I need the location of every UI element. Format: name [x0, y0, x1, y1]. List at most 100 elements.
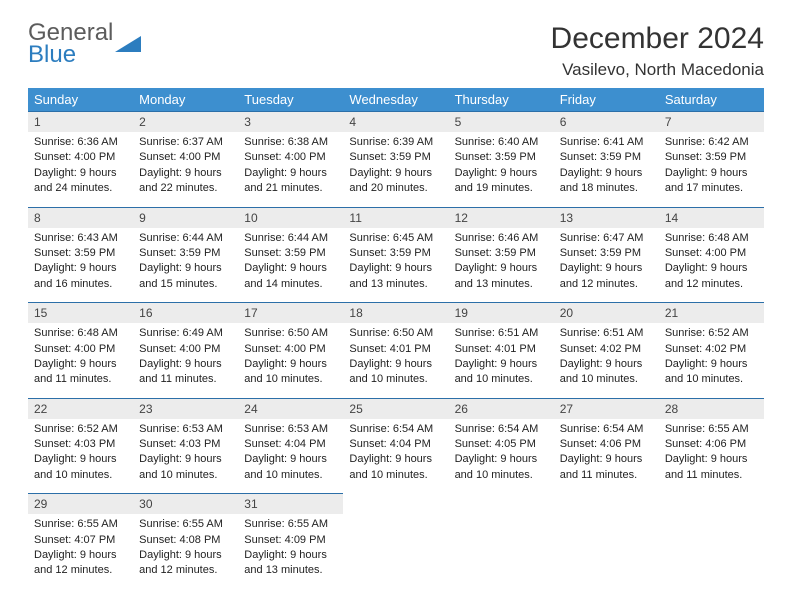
sunset-text: Sunset: 4:05 PM: [455, 437, 548, 452]
day-number-cell: 26: [449, 398, 554, 419]
daylight-text-1: Daylight: 9 hours: [560, 166, 653, 181]
daylight-text-2: and 10 minutes.: [349, 468, 442, 483]
day-number-cell: 15: [28, 303, 133, 324]
day-info-cell: Sunrise: 6:48 AMSunset: 4:00 PMDaylight:…: [659, 228, 764, 303]
sunrise-text: Sunrise: 6:48 AM: [665, 231, 758, 246]
weekday-header-row: SundayMondayTuesdayWednesdayThursdayFrid…: [28, 88, 764, 112]
calendar-body: 1234567Sunrise: 6:36 AMSunset: 4:00 PMDa…: [28, 112, 764, 589]
daylight-text-1: Daylight: 9 hours: [139, 548, 232, 563]
sunrise-text: Sunrise: 6:43 AM: [34, 231, 127, 246]
day-number-cell: 7: [659, 112, 764, 133]
day-info-cell: Sunrise: 6:41 AMSunset: 3:59 PMDaylight:…: [554, 132, 659, 207]
sunset-text: Sunset: 4:00 PM: [34, 150, 127, 165]
day-info-row: Sunrise: 6:52 AMSunset: 4:03 PMDaylight:…: [28, 419, 764, 494]
day-info-cell: [554, 514, 659, 589]
sunrise-text: Sunrise: 6:52 AM: [665, 326, 758, 341]
weekday-header: Tuesday: [238, 88, 343, 112]
daylight-text-1: Daylight: 9 hours: [244, 452, 337, 467]
sunset-text: Sunset: 3:59 PM: [139, 246, 232, 261]
sunrise-text: Sunrise: 6:47 AM: [560, 231, 653, 246]
day-number-cell: [343, 494, 448, 515]
daylight-text-1: Daylight: 9 hours: [139, 357, 232, 372]
daylight-text-2: and 10 minutes.: [244, 372, 337, 387]
sunset-text: Sunset: 4:00 PM: [244, 342, 337, 357]
day-number-cell: 3: [238, 112, 343, 133]
sunset-text: Sunset: 3:59 PM: [349, 150, 442, 165]
day-info-cell: Sunrise: 6:54 AMSunset: 4:05 PMDaylight:…: [449, 419, 554, 494]
sunset-text: Sunset: 4:04 PM: [244, 437, 337, 452]
sunset-text: Sunset: 3:59 PM: [665, 150, 758, 165]
sunrise-text: Sunrise: 6:55 AM: [665, 422, 758, 437]
daylight-text-1: Daylight: 9 hours: [665, 261, 758, 276]
sunrise-text: Sunrise: 6:54 AM: [349, 422, 442, 437]
sunset-text: Sunset: 3:59 PM: [560, 246, 653, 261]
daylight-text-2: and 12 minutes.: [139, 563, 232, 578]
daylight-text-2: and 16 minutes.: [34, 277, 127, 292]
day-info-cell: Sunrise: 6:52 AMSunset: 4:03 PMDaylight:…: [28, 419, 133, 494]
sunset-text: Sunset: 3:59 PM: [560, 150, 653, 165]
day-info-cell: Sunrise: 6:37 AMSunset: 4:00 PMDaylight:…: [133, 132, 238, 207]
daylight-text-1: Daylight: 9 hours: [139, 261, 232, 276]
daylight-text-2: and 17 minutes.: [665, 181, 758, 196]
day-number-row: 293031: [28, 494, 764, 515]
daylight-text-2: and 22 minutes.: [139, 181, 232, 196]
daylight-text-1: Daylight: 9 hours: [455, 166, 548, 181]
day-info-cell: Sunrise: 6:44 AMSunset: 3:59 PMDaylight:…: [238, 228, 343, 303]
sunset-text: Sunset: 4:06 PM: [665, 437, 758, 452]
daylight-text-2: and 13 minutes.: [455, 277, 548, 292]
day-number-cell: 9: [133, 207, 238, 228]
title-block: December 2024 Vasilevo, North Macedonia: [551, 22, 764, 80]
day-number-cell: [554, 494, 659, 515]
day-number-cell: 14: [659, 207, 764, 228]
sunrise-text: Sunrise: 6:38 AM: [244, 135, 337, 150]
weekday-header: Monday: [133, 88, 238, 112]
day-info-cell: Sunrise: 6:39 AMSunset: 3:59 PMDaylight:…: [343, 132, 448, 207]
sunset-text: Sunset: 4:00 PM: [34, 342, 127, 357]
daylight-text-1: Daylight: 9 hours: [455, 452, 548, 467]
daylight-text-2: and 11 minutes.: [139, 372, 232, 387]
sunset-text: Sunset: 4:03 PM: [34, 437, 127, 452]
daylight-text-1: Daylight: 9 hours: [560, 357, 653, 372]
sunset-text: Sunset: 4:00 PM: [244, 150, 337, 165]
daylight-text-1: Daylight: 9 hours: [560, 452, 653, 467]
sunrise-text: Sunrise: 6:54 AM: [560, 422, 653, 437]
daylight-text-2: and 11 minutes.: [560, 468, 653, 483]
daylight-text-2: and 20 minutes.: [349, 181, 442, 196]
sunset-text: Sunset: 4:01 PM: [349, 342, 442, 357]
sunrise-text: Sunrise: 6:45 AM: [349, 231, 442, 246]
day-number-row: 22232425262728: [28, 398, 764, 419]
sunrise-text: Sunrise: 6:48 AM: [34, 326, 127, 341]
day-info-cell: Sunrise: 6:55 AMSunset: 4:06 PMDaylight:…: [659, 419, 764, 494]
sunset-text: Sunset: 3:59 PM: [34, 246, 127, 261]
daylight-text-2: and 11 minutes.: [665, 468, 758, 483]
daylight-text-1: Daylight: 9 hours: [139, 166, 232, 181]
daylight-text-1: Daylight: 9 hours: [455, 357, 548, 372]
day-number-cell: 29: [28, 494, 133, 515]
day-info-cell: Sunrise: 6:49 AMSunset: 4:00 PMDaylight:…: [133, 323, 238, 398]
daylight-text-2: and 11 minutes.: [34, 372, 127, 387]
day-number-cell: 8: [28, 207, 133, 228]
daylight-text-1: Daylight: 9 hours: [349, 357, 442, 372]
day-number-cell: 20: [554, 303, 659, 324]
daylight-text-2: and 10 minutes.: [244, 468, 337, 483]
daylight-text-2: and 12 minutes.: [665, 277, 758, 292]
sunrise-text: Sunrise: 6:37 AM: [139, 135, 232, 150]
day-info-cell: [659, 514, 764, 589]
day-info-cell: Sunrise: 6:43 AMSunset: 3:59 PMDaylight:…: [28, 228, 133, 303]
day-info-cell: Sunrise: 6:55 AMSunset: 4:08 PMDaylight:…: [133, 514, 238, 589]
logo: General Blue: [28, 22, 141, 65]
sunrise-text: Sunrise: 6:36 AM: [34, 135, 127, 150]
sunset-text: Sunset: 4:02 PM: [665, 342, 758, 357]
sunset-text: Sunset: 4:03 PM: [139, 437, 232, 452]
header: General Blue December 2024 Vasilevo, Nor…: [28, 22, 764, 80]
daylight-text-1: Daylight: 9 hours: [665, 452, 758, 467]
sunrise-text: Sunrise: 6:44 AM: [244, 231, 337, 246]
day-number-cell: 1: [28, 112, 133, 133]
day-number-cell: [659, 494, 764, 515]
daylight-text-2: and 10 minutes.: [139, 468, 232, 483]
daylight-text-2: and 10 minutes.: [349, 372, 442, 387]
day-info-cell: Sunrise: 6:42 AMSunset: 3:59 PMDaylight:…: [659, 132, 764, 207]
day-info-cell: Sunrise: 6:50 AMSunset: 4:00 PMDaylight:…: [238, 323, 343, 398]
weekday-header: Saturday: [659, 88, 764, 112]
day-number-cell: 21: [659, 303, 764, 324]
